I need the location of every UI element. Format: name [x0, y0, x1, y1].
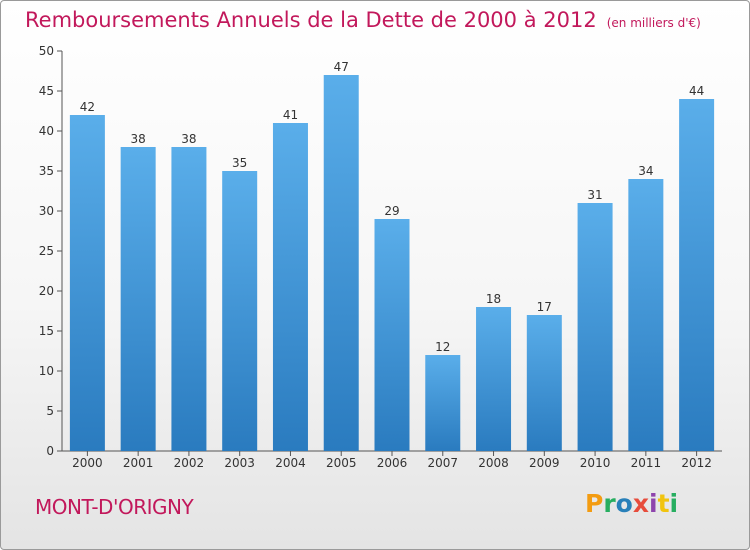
bar	[679, 99, 715, 451]
y-tick-label: 0	[46, 444, 54, 458]
x-tick-label: 2007	[427, 456, 458, 470]
data-label: 42	[80, 100, 95, 114]
data-label: 17	[537, 300, 552, 314]
bar	[323, 75, 359, 451]
bar	[374, 219, 410, 451]
chart-unit: (en milliers d'€)	[606, 16, 701, 30]
data-label: 31	[587, 188, 602, 202]
bar	[476, 307, 512, 451]
proxiti-logo: Proxiti	[585, 489, 678, 518]
bar	[628, 179, 664, 451]
logo-letter: o	[615, 489, 633, 518]
y-tick-label: 50	[39, 44, 54, 58]
x-tick-label: 2003	[224, 456, 255, 470]
bar	[272, 123, 308, 451]
logo-letter: P	[585, 489, 604, 518]
data-label: 29	[384, 204, 399, 218]
data-label: 47	[334, 60, 349, 74]
y-tick-label: 35	[39, 164, 54, 178]
x-tick-label: 2005	[326, 456, 357, 470]
bar	[171, 147, 207, 451]
bar	[526, 315, 562, 451]
chart-title-text: Remboursements Annuels de la Dette de 20…	[25, 8, 597, 32]
y-tick-label: 40	[39, 124, 54, 138]
logo-letter: x	[632, 489, 649, 518]
x-tick-label: 2012	[681, 456, 712, 470]
x-tick-label: 2002	[174, 456, 205, 470]
y-tick-label: 5	[46, 404, 54, 418]
data-label: 18	[486, 292, 501, 306]
y-tick-label: 30	[39, 204, 54, 218]
commune-name: MONT-D'ORIGNY	[35, 495, 194, 519]
data-label: 34	[638, 164, 653, 178]
data-label: 41	[283, 108, 298, 122]
logo-letter: i	[669, 489, 679, 518]
x-tick-label: 2004	[275, 456, 306, 470]
logo-letter: t	[657, 489, 670, 518]
y-tick-label: 10	[39, 364, 54, 378]
data-label: 35	[232, 156, 247, 170]
data-label: 38	[181, 132, 196, 146]
x-tick-label: 2006	[377, 456, 408, 470]
x-tick-label: 2011	[631, 456, 662, 470]
logo-letter: i	[649, 489, 658, 518]
bar	[222, 171, 258, 451]
bar	[69, 115, 105, 451]
y-tick-label: 20	[39, 284, 54, 298]
chart-title: Remboursements Annuels de la Dette de 20…	[25, 8, 701, 32]
bar	[577, 203, 613, 451]
data-label: 38	[131, 132, 146, 146]
x-tick-label: 2008	[478, 456, 509, 470]
logo-letter: r	[603, 489, 616, 518]
x-tick-label: 2009	[529, 456, 560, 470]
bar	[120, 147, 156, 451]
x-tick-label: 2000	[72, 456, 103, 470]
data-label: 12	[435, 340, 450, 354]
x-tick-label: 2010	[580, 456, 611, 470]
x-tick-label: 2001	[123, 456, 154, 470]
data-label: 44	[689, 84, 704, 98]
bar	[425, 355, 461, 451]
y-tick-label: 15	[39, 324, 54, 338]
y-tick-label: 25	[39, 244, 54, 258]
y-tick-label: 45	[39, 84, 54, 98]
